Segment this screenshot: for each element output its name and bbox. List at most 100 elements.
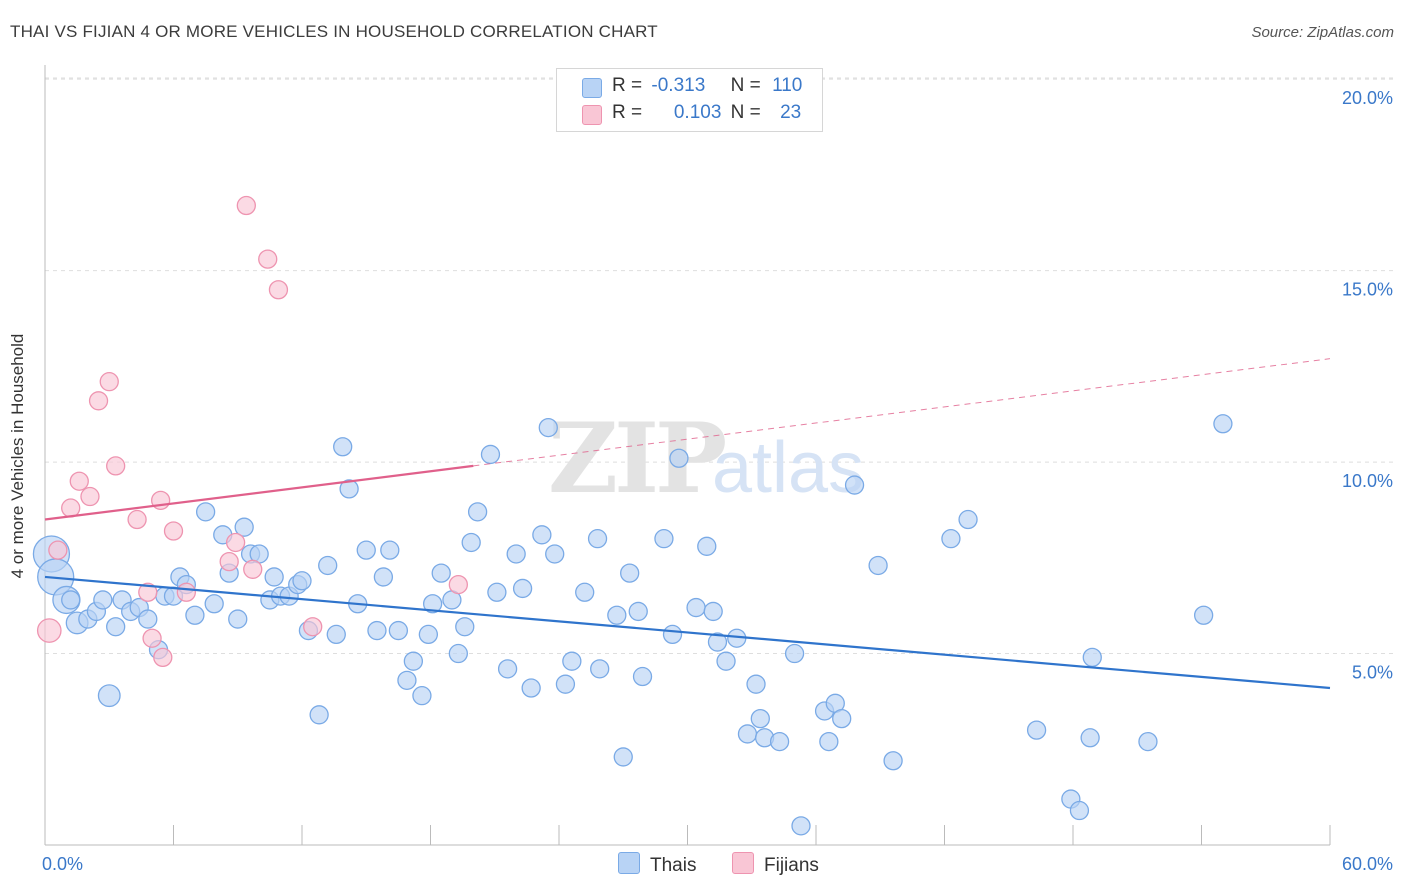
chart-title: THAI VS FIJIAN 4 OR MORE VEHICLES IN HOU… bbox=[10, 22, 658, 41]
data-point-thais bbox=[868, 555, 888, 576]
legend-swatch-thais bbox=[582, 78, 602, 98]
data-point-thais bbox=[575, 582, 595, 602]
data-point-fijians bbox=[303, 617, 323, 637]
data-point-thais bbox=[461, 532, 481, 553]
data-point-thais bbox=[185, 605, 205, 625]
data-point-thais bbox=[61, 590, 81, 610]
data-point-fijians bbox=[61, 498, 81, 518]
data-point-thais bbox=[480, 444, 501, 465]
data-point-fijians bbox=[176, 582, 197, 602]
data-point-thais bbox=[512, 578, 533, 599]
data-point-thais bbox=[958, 509, 978, 530]
data-point-thais bbox=[497, 659, 518, 679]
data-point-thais bbox=[1193, 605, 1214, 625]
data-point-fijians bbox=[258, 249, 278, 269]
data-point-thais bbox=[941, 529, 961, 549]
legend-swatch-thais bbox=[618, 852, 640, 874]
data-point-thais bbox=[1213, 414, 1233, 434]
trendline-thais bbox=[44, 575, 1331, 690]
y-tick-label: 10.0% bbox=[1342, 471, 1393, 491]
data-point-thais bbox=[397, 670, 417, 690]
data-point-thais bbox=[467, 502, 488, 522]
data-point-thais bbox=[1082, 647, 1102, 668]
watermark-zip: ZIP bbox=[548, 402, 725, 515]
r-label: R = bbox=[612, 102, 643, 123]
data-point-thais bbox=[628, 601, 648, 622]
data-point-thais bbox=[819, 731, 839, 752]
data-point-thais bbox=[697, 536, 717, 556]
data-point-thais bbox=[412, 686, 432, 706]
r-label: R = bbox=[612, 75, 643, 96]
data-point-thais bbox=[632, 666, 653, 687]
y-tick-label: 20.0% bbox=[1342, 88, 1393, 108]
x-tick-label: 60.0% bbox=[1342, 854, 1393, 874]
data-point-thais bbox=[234, 517, 254, 537]
trendline-fijians-extension bbox=[473, 358, 1331, 467]
data-point-thais bbox=[422, 594, 443, 614]
data-point-fijians bbox=[36, 618, 62, 643]
legend-label-fijians: Fijians bbox=[764, 855, 819, 876]
y-tick-label: 15.0% bbox=[1342, 280, 1393, 300]
data-point-thais bbox=[587, 529, 608, 549]
data-point-fijians bbox=[163, 521, 184, 541]
data-point-thais bbox=[707, 632, 728, 652]
stats-legend: R = -0.313 N = 110 R = 0.103 N = 23 bbox=[556, 68, 823, 132]
data-point-fijians bbox=[48, 540, 68, 560]
data-point-thais bbox=[750, 708, 770, 729]
x-tick-label: 0.0% bbox=[42, 854, 83, 874]
data-point-thais bbox=[403, 651, 424, 671]
data-point-thais bbox=[613, 747, 633, 767]
watermark-atlas: atlas bbox=[712, 428, 864, 508]
data-point-thais bbox=[716, 651, 736, 671]
n-value-thais: 110 bbox=[772, 75, 803, 96]
data-point-fijians bbox=[153, 647, 173, 668]
data-point-thais bbox=[195, 502, 216, 522]
data-point-fijians bbox=[142, 628, 162, 648]
data-point-thais bbox=[620, 563, 640, 583]
data-point-thais bbox=[521, 678, 541, 698]
data-point-fijians bbox=[127, 509, 147, 530]
data-point-thais bbox=[106, 617, 126, 637]
data-point-thais bbox=[1080, 728, 1100, 748]
y-axis-label: 4 or more Vehicles in Household bbox=[8, 333, 27, 579]
series-legend-thais: Thais bbox=[618, 852, 696, 877]
data-point-thais bbox=[339, 479, 359, 499]
data-point-thais bbox=[138, 609, 158, 629]
data-point-fijians bbox=[138, 582, 158, 602]
data-point-thais bbox=[388, 620, 409, 641]
data-point-thais bbox=[506, 544, 526, 564]
data-point-fijians bbox=[219, 551, 239, 572]
data-point-thais bbox=[1026, 720, 1047, 740]
data-point-thais bbox=[97, 684, 121, 708]
data-point-thais bbox=[791, 816, 811, 836]
data-point-thais bbox=[431, 563, 451, 583]
trendline-fijians bbox=[44, 464, 474, 521]
data-point-thais bbox=[318, 555, 338, 576]
data-point-fijians bbox=[80, 486, 100, 507]
data-point-thais bbox=[1069, 800, 1090, 821]
data-point-thais bbox=[309, 705, 329, 725]
data-point-thais bbox=[545, 544, 565, 564]
data-point-thais bbox=[769, 731, 790, 752]
legend-swatch-fijians bbox=[732, 852, 754, 874]
data-point-thais bbox=[292, 571, 312, 591]
data-point-thais bbox=[883, 751, 903, 771]
data-point-thais bbox=[746, 674, 766, 694]
y-tick-label: 5.0% bbox=[1352, 663, 1393, 683]
data-point-fijians bbox=[88, 391, 109, 411]
data-point-thais bbox=[356, 540, 376, 560]
data-point-thais bbox=[555, 674, 576, 694]
data-point-thais bbox=[1138, 731, 1158, 752]
data-point-thais bbox=[538, 417, 558, 438]
data-point-thais bbox=[662, 624, 683, 645]
data-point-thais bbox=[93, 590, 113, 610]
data-point-thais bbox=[380, 540, 400, 560]
data-point-thais bbox=[333, 437, 353, 457]
data-point-thais bbox=[204, 594, 224, 614]
data-point-thais bbox=[669, 448, 689, 468]
data-point-thais bbox=[448, 643, 468, 664]
data-point-fijians bbox=[243, 559, 263, 579]
data-point-thais bbox=[590, 659, 610, 679]
data-point-fijians bbox=[448, 574, 468, 595]
